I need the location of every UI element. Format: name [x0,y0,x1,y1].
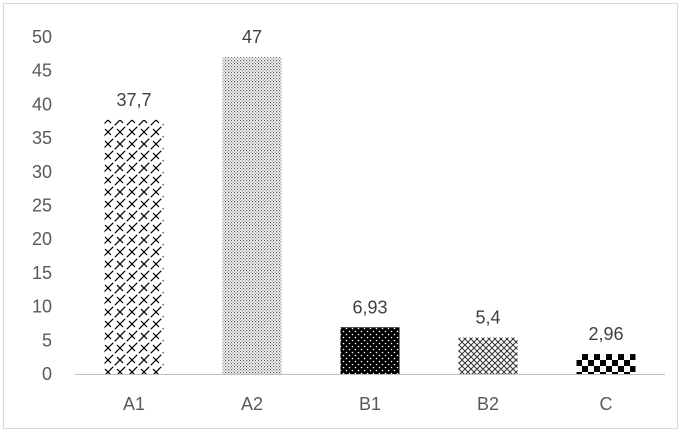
bar-b1 [340,327,400,374]
bars [104,57,636,374]
y-axis-ticks: 0 5 10 15 20 25 30 35 40 45 50 [32,27,52,384]
x-tick-label-c: C [600,394,613,414]
bar-c [576,354,636,374]
y-tick-label: 10 [32,297,52,317]
x-tick-label-a2: A2 [241,394,263,414]
y-tick-label: 5 [42,330,52,350]
y-tick-label: 15 [32,263,52,283]
y-tick-label: 25 [32,196,52,216]
x-tick-label-a1: A1 [123,394,145,414]
y-tick-label: 20 [32,229,52,249]
y-tick-label: 30 [32,162,52,182]
y-tick-label: 0 [42,364,52,384]
bar-a1 [104,119,164,374]
x-tick-label-b1: B1 [359,394,381,414]
data-label-a1: 37,7 [116,90,151,110]
y-tick-label: 40 [32,94,52,114]
x-axis-ticks: A1 A2 B1 B2 C [123,394,613,414]
y-tick-label: 45 [32,61,52,81]
y-tick-label: 50 [32,27,52,47]
bar-a2 [222,57,282,374]
y-tick-label: 35 [32,128,52,148]
data-label-c: 2,96 [588,324,623,344]
data-label-a2: 47 [242,27,262,47]
x-tick-label-b2: B2 [477,394,499,414]
data-labels: 37,7 47 6,93 5,4 2,96 [116,27,623,344]
data-label-b2: 5,4 [475,308,500,328]
data-label-b1: 6,93 [352,297,387,317]
bar-b2 [458,337,518,374]
